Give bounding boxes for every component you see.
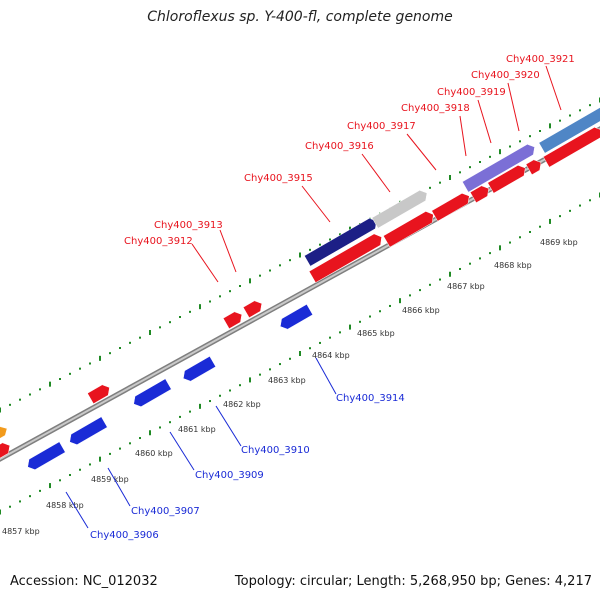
gene-label-reverse: Chy400_3906 xyxy=(90,530,159,541)
label-connector xyxy=(65,491,89,529)
gene-forward xyxy=(242,300,263,319)
gene-label-reverse: Chy400_3910 xyxy=(241,445,310,456)
scale-label: 4862 kbp xyxy=(223,400,261,409)
label-connector xyxy=(361,153,391,193)
scale-label: 4858 kbp xyxy=(46,501,84,510)
map-title: Chloroflexus sp. Y-400-fl, complete geno… xyxy=(147,9,453,25)
gene-other xyxy=(0,426,8,439)
scale-label: 4861 kbp xyxy=(178,425,216,434)
gene-forward xyxy=(308,233,382,283)
gene-forward xyxy=(87,384,110,405)
scale-label: 4869 kbp xyxy=(540,238,578,247)
gene-forward xyxy=(431,193,470,222)
gene-label-forward: Chy400_3916 xyxy=(305,141,374,152)
gene-forward xyxy=(0,442,11,459)
gene-reverse xyxy=(182,355,217,382)
gene-forward xyxy=(542,127,600,168)
gene-forward xyxy=(383,211,434,248)
feature-grey xyxy=(371,190,428,229)
label-connector xyxy=(315,357,337,395)
scale-label: 4865 kbp xyxy=(357,329,395,338)
label-connector xyxy=(191,243,219,283)
scale-label: 4859 kbp xyxy=(91,475,129,484)
gene-forward xyxy=(222,311,243,330)
gene-reverse xyxy=(133,378,172,407)
genome-stats-text: Topology: circular; Length: 5,268,950 bp… xyxy=(234,574,592,589)
gene-label-forward: Chy400_3917 xyxy=(347,121,416,132)
label-connector xyxy=(215,405,242,447)
label-connector xyxy=(406,133,437,171)
label-connector xyxy=(169,431,195,471)
feature-purple xyxy=(462,144,535,193)
gene-label-forward: Chy400_3915 xyxy=(244,173,313,184)
gene-label-forward: Chy400_3921 xyxy=(506,54,575,65)
gene-label-forward: Chy400_3918 xyxy=(401,103,470,114)
label-connector xyxy=(107,467,131,507)
gene-forward xyxy=(487,165,526,194)
gene-reverse xyxy=(279,303,314,330)
gene-label-forward: Chy400_3919 xyxy=(437,87,506,98)
gene-label-forward: Chy400_3920 xyxy=(471,70,540,81)
label-connector xyxy=(301,185,331,223)
label-connector xyxy=(477,99,492,144)
label-connector xyxy=(545,65,562,111)
feature-steel xyxy=(538,107,600,154)
gene-forward xyxy=(469,185,490,204)
gene-reverse xyxy=(69,416,108,445)
label-connector xyxy=(219,229,237,273)
gene-label-forward: Chy400_3912 xyxy=(124,236,193,247)
scale-label: 4864 kbp xyxy=(312,351,350,360)
gene-label-forward: Chy400_3913 xyxy=(154,220,223,231)
label-connector xyxy=(459,115,467,157)
gene-label-reverse: Chy400_3914 xyxy=(336,393,405,404)
gene-label-reverse: Chy400_3907 xyxy=(131,506,200,517)
gene-label-reverse: Chy400_3909 xyxy=(195,470,264,481)
gene-forward xyxy=(525,159,542,176)
accession-text: Accession: NC_012032 xyxy=(10,574,158,589)
label-connector xyxy=(507,82,520,132)
scale-label: 4868 kbp xyxy=(494,261,532,270)
gene-reverse xyxy=(27,441,66,470)
scale-label: 4866 kbp xyxy=(402,306,440,315)
scale-label: 4857 kbp xyxy=(2,527,40,536)
scale-label: 4860 kbp xyxy=(135,449,173,458)
scale-label: 4867 kbp xyxy=(447,282,485,291)
scale-label: 4863 kbp xyxy=(268,376,306,385)
